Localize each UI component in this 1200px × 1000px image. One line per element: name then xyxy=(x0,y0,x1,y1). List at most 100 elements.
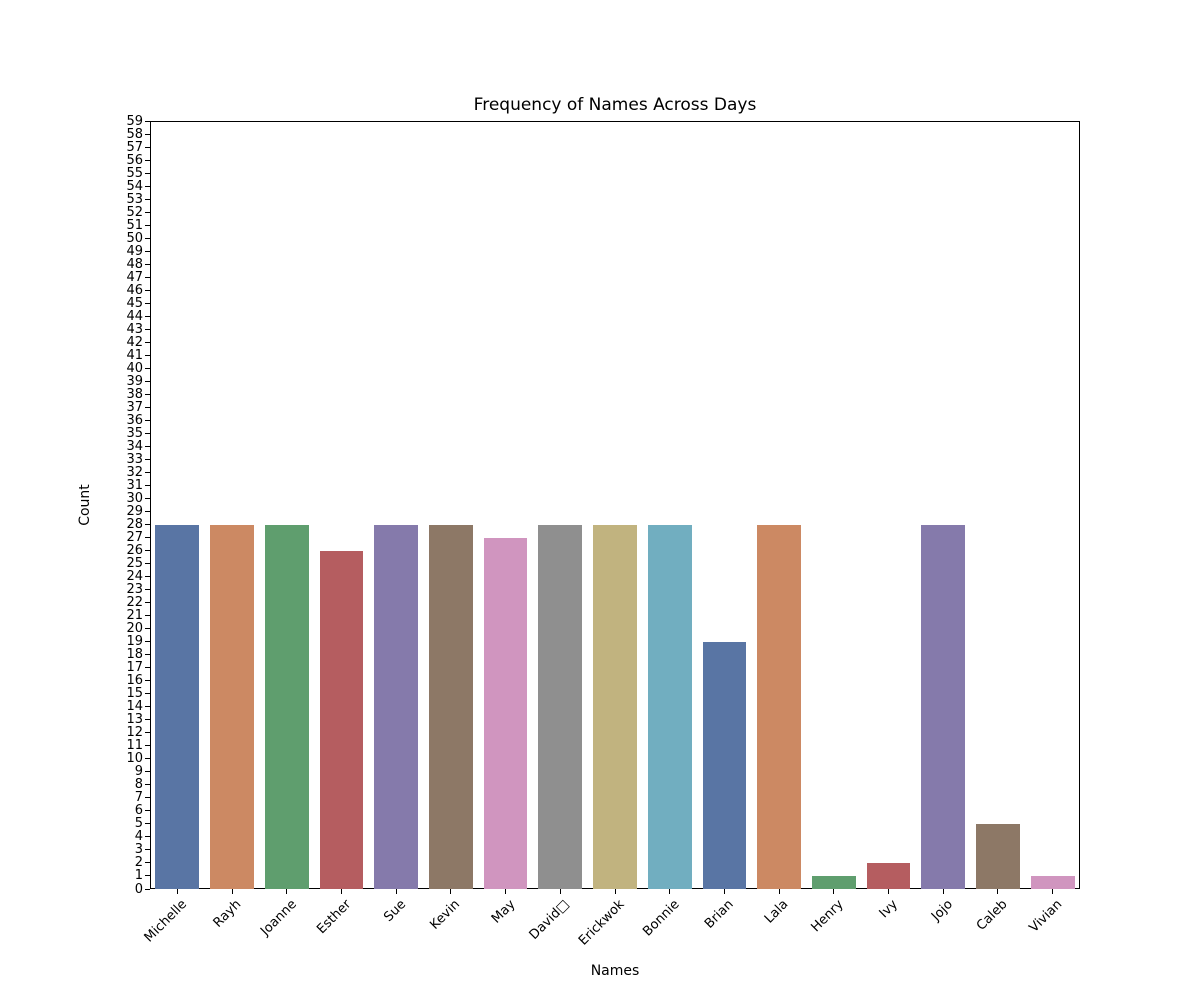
y-tick-label: 6 xyxy=(134,803,143,819)
y-tick-mark xyxy=(145,875,150,877)
y-tick-mark xyxy=(145,524,150,526)
y-tick-label: 22 xyxy=(126,595,143,611)
x-tick-mark xyxy=(505,889,507,894)
y-tick-label: 46 xyxy=(126,282,143,298)
y-tick-mark xyxy=(145,432,150,434)
y-tick-label: 12 xyxy=(126,725,143,741)
x-tick-label-erickwok: Erickwok xyxy=(576,897,628,949)
y-tick-label: 4 xyxy=(134,829,143,845)
chart-title: Frequency of Names Across Days xyxy=(473,95,757,115)
x-tick-mark xyxy=(340,889,342,894)
y-tick-label: 41 xyxy=(126,347,143,363)
x-tick-label-caleb: Caleb xyxy=(973,897,1011,934)
y-tick-label: 14 xyxy=(126,699,143,715)
y-tick-mark xyxy=(145,120,150,122)
x-tick-label-may: May xyxy=(488,897,519,927)
y-tick-mark xyxy=(145,693,150,695)
bar-bonnie xyxy=(647,524,692,889)
y-tick-label: 52 xyxy=(126,204,143,220)
y-tick-label: 2 xyxy=(134,855,143,871)
y-tick-label: 58 xyxy=(126,126,143,142)
x-tick-label-joanne: Joanne xyxy=(257,897,300,939)
y-tick-label: 9 xyxy=(134,764,143,780)
x-tick-label-david: David□ xyxy=(527,897,573,943)
y-tick-mark xyxy=(145,445,150,447)
bar-sue xyxy=(374,524,419,889)
bar-may xyxy=(483,537,528,889)
y-tick-mark xyxy=(145,185,150,187)
y-tick-label: 50 xyxy=(126,230,143,246)
y-tick-label: 33 xyxy=(126,451,143,467)
x-tick-mark xyxy=(286,889,288,894)
x-tick-label-bonnie: Bonnie xyxy=(639,897,683,940)
y-tick-label: 28 xyxy=(126,517,143,533)
y-tick-label: 49 xyxy=(126,243,143,259)
x-tick-mark xyxy=(395,889,397,894)
y-tick-mark xyxy=(145,406,150,408)
x-tick-label-ivy: Ivy xyxy=(876,897,902,922)
y-tick-mark xyxy=(145,328,150,330)
bar-esther xyxy=(319,550,364,889)
x-tick-mark xyxy=(833,889,835,894)
y-tick-label: 48 xyxy=(126,256,143,272)
x-tick-mark xyxy=(888,889,890,894)
y-tick-mark xyxy=(145,497,150,499)
y-tick-label: 39 xyxy=(126,373,143,389)
y-tick-label: 55 xyxy=(126,165,143,181)
y-tick-mark xyxy=(145,680,150,682)
y-tick-mark xyxy=(145,849,150,851)
bar-rayh xyxy=(210,524,254,889)
y-tick-mark xyxy=(145,732,150,734)
y-tick-label: 32 xyxy=(126,464,143,480)
y-tick-mark xyxy=(145,289,150,291)
y-tick-label: 38 xyxy=(126,386,143,402)
x-tick-mark xyxy=(450,889,452,894)
x-tick-label-henry: Henry xyxy=(808,897,847,936)
y-tick-mark xyxy=(145,224,150,226)
y-tick-mark xyxy=(145,315,150,317)
y-tick-label: 40 xyxy=(126,360,143,376)
y-tick-mark xyxy=(145,615,150,617)
bar-michelle xyxy=(155,524,200,889)
y-tick-mark xyxy=(145,719,150,721)
y-tick-label: 16 xyxy=(126,673,143,689)
y-tick-mark xyxy=(145,771,150,773)
x-tick-label-vivian: Vivian xyxy=(1026,897,1066,936)
bar-henry xyxy=(811,875,856,889)
y-tick-mark xyxy=(145,484,150,486)
plot-area xyxy=(150,121,1080,889)
x-tick-label-brian: Brian xyxy=(702,897,738,932)
y-tick-label: 17 xyxy=(126,660,143,676)
x-tick-mark xyxy=(1052,889,1054,894)
bar-vivian xyxy=(1030,875,1075,889)
y-tick-label: 23 xyxy=(126,582,143,598)
y-tick-label: 27 xyxy=(126,530,143,546)
y-tick-label: 25 xyxy=(126,556,143,572)
y-tick-label: 59 xyxy=(126,113,143,129)
y-tick-mark xyxy=(145,706,150,708)
y-tick-mark xyxy=(145,810,150,812)
y-tick-mark xyxy=(145,159,150,161)
bar-joanne xyxy=(264,524,309,889)
bar-caleb xyxy=(976,823,1020,889)
y-tick-mark xyxy=(145,888,150,890)
y-tick-label: 54 xyxy=(126,178,143,194)
y-tick-label: 19 xyxy=(126,634,143,650)
y-tick-mark xyxy=(145,537,150,539)
y-tick-mark xyxy=(145,511,150,512)
y-tick-mark xyxy=(145,458,150,460)
bar-jojo xyxy=(921,524,966,889)
y-tick-mark xyxy=(145,667,150,669)
y-tick-label: 45 xyxy=(126,295,143,311)
y-tick-label: 13 xyxy=(126,712,143,728)
y-tick-label: 31 xyxy=(126,477,143,493)
x-tick-mark xyxy=(723,889,725,894)
x-tick-mark xyxy=(669,889,671,894)
y-tick-label: 26 xyxy=(126,543,143,559)
y-tick-label: 15 xyxy=(126,686,143,702)
x-tick-mark xyxy=(778,889,780,894)
x-tick-label-jojo: Jojo xyxy=(928,897,956,925)
y-tick-label: 5 xyxy=(134,816,143,832)
x-tick-mark xyxy=(231,889,233,894)
